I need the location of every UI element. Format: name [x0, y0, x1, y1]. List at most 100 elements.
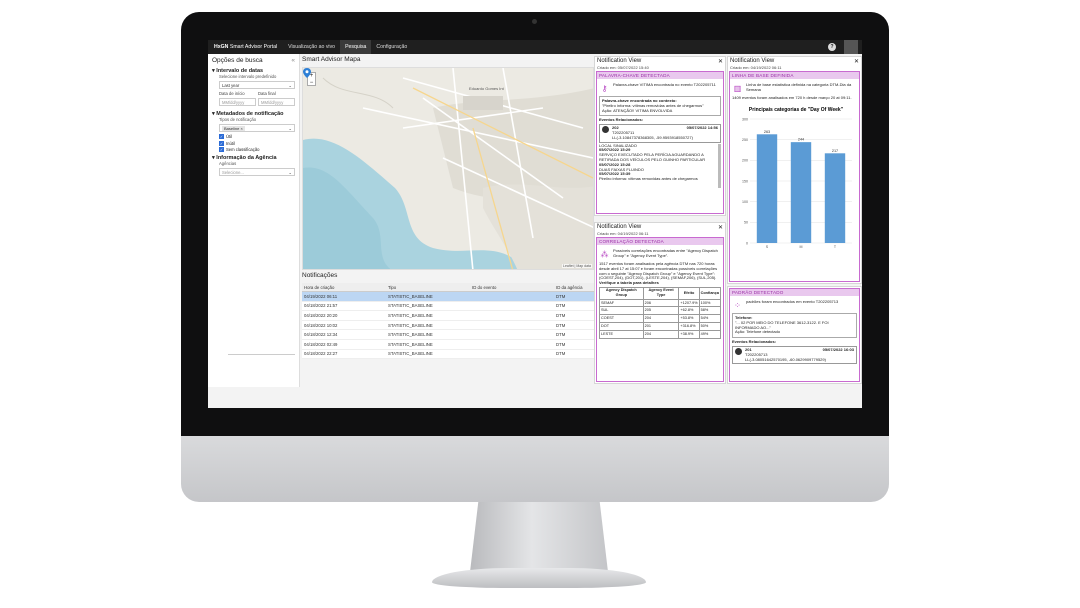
collapse-icon[interactable]: «: [291, 57, 295, 64]
agency-sub: Agências: [219, 161, 237, 166]
card-body: LINHA DE BASE DEFINIDA ▥ Linha de base es…: [729, 71, 860, 282]
table-row[interactable]: 04/18/2022 20:20 STATISTIC_BASELINE DTM: [302, 310, 594, 321]
metadata-sub: Tipos de notificação: [219, 117, 257, 122]
cell-time: 04/18/2022 20:20: [302, 310, 386, 321]
cell: LESTE: [599, 329, 644, 339]
check-unclassified[interactable]: ✓ Sem classificação: [219, 147, 295, 152]
cell-time: 04/18/2022 10:02: [302, 320, 386, 331]
table-row[interactable]: 04/19/2022 06:11 STATISTIC_BASELINE DTM: [302, 291, 594, 302]
log-time: 05/07/2022 15:29: [599, 147, 631, 153]
avatar[interactable]: [844, 40, 858, 54]
y-tick-label: 200: [742, 158, 748, 162]
cell-type: STATISTIC_BASELINE: [386, 339, 470, 350]
card-date: Criado em: 05/07/2022 15:40: [597, 65, 649, 70]
chevron-down-icon: ⌄: [288, 169, 292, 175]
related-event[interactable]: 202 05/07/2022 14:56 T202205711 LL(-3.108…: [599, 124, 721, 143]
card-header: Notification View ✕: [728, 57, 861, 65]
tab-configuration[interactable]: Configuração: [376, 44, 408, 50]
card-body: PADRÃO DETECTADO ⁘ padrões foram encontra…: [729, 288, 860, 382]
start-date-input[interactable]: MM/dd/yyyy: [219, 98, 256, 106]
close-icon[interactable]: ✕: [853, 59, 859, 65]
card-header: Notification View ✕: [595, 57, 725, 65]
card-body: PALAVRA-CHAVE DETECTADA ⚷ Palavra-chave V…: [596, 71, 724, 214]
event-icon: [602, 126, 609, 134]
notification-type-select[interactable]: Baseline × ⌄: [219, 124, 295, 132]
cell-type: STATISTIC_BASELINE: [386, 329, 470, 340]
date-range-sub: Selecione intervalo predefinido: [219, 74, 277, 79]
webcam: [532, 19, 537, 24]
card-band: PADRÃO DETECTADO: [730, 289, 859, 296]
map[interactable]: Eduardo Gomes Int + − Leaflet | Map data: [302, 67, 594, 270]
metadata-section[interactable]: ▾ Metadados de notificação: [212, 111, 284, 117]
end-date-input[interactable]: MM/dd/yyyy: [258, 98, 295, 106]
monitor-chin: [181, 436, 889, 502]
col-event-id[interactable]: ID do evento: [470, 283, 554, 292]
col-created[interactable]: Hora de criação: [302, 283, 386, 292]
card-date: Criado em: 04/19/2022 06:11: [730, 65, 782, 70]
notifications-title: Notificações: [302, 272, 338, 279]
table-row[interactable]: 04/18/2022 21:57 STATISTIC_BASELINE DTM: [302, 301, 594, 312]
agency-section[interactable]: ▾ Informação da Agência: [212, 155, 277, 161]
bar[interactable]: [756, 134, 778, 243]
check-useless[interactable]: ✓ Inútil: [219, 140, 295, 146]
zoom-control[interactable]: + −: [307, 72, 316, 86]
card-body-text: 1409 eventos foram analisados em 720 h d…: [732, 95, 852, 100]
close-icon[interactable]: ✕: [717, 59, 723, 65]
phone-box: Telefone: "... 02 POR MEIO DO TELEFONE 3…: [732, 313, 857, 339]
baseline-chip[interactable]: Baseline ×: [222, 125, 245, 131]
col-type[interactable]: Tipo: [386, 283, 470, 292]
card-date: Criado em: 04/19/2022 06:11: [597, 231, 649, 236]
table-row: LESTE 204 +38.9% 49%: [599, 329, 722, 339]
help-icon[interactable]: ?: [828, 43, 836, 51]
table-row[interactable]: 04/18/2022 02:49 STATISTIC_BASELINE DTM: [302, 339, 594, 350]
tab-live-view[interactable]: Visualização ao vivo: [288, 44, 336, 50]
check-useful[interactable]: ✓ Útil: [219, 134, 295, 139]
card-band: LINHA DE BASE DEFINIDA: [730, 72, 859, 79]
x-tick-label: T: [834, 245, 837, 249]
monitor-stand-neck: [470, 502, 608, 572]
table-row[interactable]: 04/18/2022 10:02 STATISTIC_BASELINE DTM: [302, 320, 594, 331]
bar[interactable]: [824, 153, 846, 243]
brand-bold: HxGN: [214, 44, 229, 50]
phone-text: "... 02 POR MEIO DO TELEFONE 3612-3122. …: [735, 319, 829, 330]
check-unclassified-label: Sem classificação: [226, 147, 260, 152]
map-credit[interactable]: Leaflet | Map data: [562, 264, 592, 268]
notification-card-correlation: Notification View ✕ Criado em: 04/19/2022…: [594, 222, 726, 384]
date-preset-select[interactable]: Last year ⌄: [219, 81, 295, 89]
y-tick-label: 50: [744, 220, 748, 224]
app-screen: HxGN Smart Advisor Portal Visualização a…: [208, 40, 862, 408]
table-row[interactable]: 04/18/2022 12:34 STATISTIC_BASELINE DTM: [302, 329, 594, 340]
cell-agency: DTM: [554, 310, 594, 321]
context-text: "Pireliro informa: vítimas removidas ant…: [602, 102, 704, 108]
cell-event: [470, 301, 554, 312]
related-event[interactable]: 201 05/07/2022 16:03 T202205713 LL(-3.080…: [732, 345, 857, 365]
cell: +1207.9%: [678, 298, 700, 308]
card-intro: padrões foram encontrados em evento T202…: [746, 299, 839, 304]
cell-event: [470, 329, 554, 340]
table-row[interactable]: 04/18/2022 22:27 STATISTIC_BASELINE DTM: [302, 349, 594, 360]
chart-title: Principais categorias de "Day Of Week": [749, 107, 844, 113]
bar[interactable]: [790, 141, 812, 243]
cell-type: STATISTIC_BASELINE: [386, 301, 470, 312]
date-range-section[interactable]: ▾ Intervalo de datas: [212, 68, 264, 74]
track: [322, 77, 394, 109]
map-pin-icon[interactable]: [303, 68, 311, 78]
cell-agency: DTM: [554, 301, 594, 312]
cell: 50%: [698, 321, 722, 331]
chevron-down-icon: ⌄: [288, 125, 292, 131]
cell-time: 04/18/2022 12:34: [302, 329, 386, 340]
agency-select[interactable]: Selecione... ⌄: [219, 168, 295, 176]
cell: DOT: [599, 321, 644, 331]
baseline-chip-label: Baseline: [224, 125, 240, 131]
tab-search[interactable]: Pesquisa: [340, 40, 372, 54]
baseline-chart: Principais categorias de "Day Of Week" 0…: [742, 107, 852, 249]
close-icon[interactable]: ✕: [717, 225, 723, 231]
brand[interactable]: HxGN Smart Advisor Portal: [208, 44, 283, 50]
event-log[interactable]: LOCAL SINALIZADO 05/07/2022 15:29 SERVIÇ…: [599, 143, 721, 188]
bar-value-label: 263: [764, 130, 770, 134]
col-agency-id[interactable]: ID da agência: [554, 283, 594, 292]
event-id: 201: [745, 346, 752, 352]
event-date: 05/07/2022 16:03: [822, 346, 854, 352]
airport-area: [463, 96, 503, 110]
col-effect: Efeito: [678, 287, 700, 300]
